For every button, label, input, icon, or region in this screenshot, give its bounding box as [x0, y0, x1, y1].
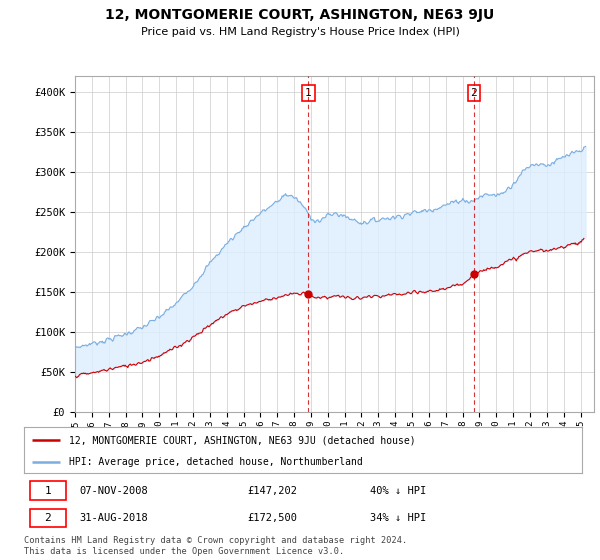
FancyBboxPatch shape [29, 481, 66, 500]
Text: Price paid vs. HM Land Registry's House Price Index (HPI): Price paid vs. HM Land Registry's House … [140, 27, 460, 37]
FancyBboxPatch shape [29, 508, 66, 527]
Text: HPI: Average price, detached house, Northumberland: HPI: Average price, detached house, Nort… [68, 457, 362, 466]
Text: 40% ↓ HPI: 40% ↓ HPI [370, 486, 426, 496]
Text: 31-AUG-2018: 31-AUG-2018 [80, 513, 149, 523]
Text: 2: 2 [470, 88, 477, 98]
Text: 12, MONTGOMERIE COURT, ASHINGTON, NE63 9JU (detached house): 12, MONTGOMERIE COURT, ASHINGTON, NE63 9… [68, 435, 415, 445]
Text: 07-NOV-2008: 07-NOV-2008 [80, 486, 149, 496]
Text: 34% ↓ HPI: 34% ↓ HPI [370, 513, 426, 523]
Text: £172,500: £172,500 [247, 513, 297, 523]
Text: 1: 1 [305, 88, 312, 98]
Text: 12, MONTGOMERIE COURT, ASHINGTON, NE63 9JU: 12, MONTGOMERIE COURT, ASHINGTON, NE63 9… [106, 8, 494, 22]
Text: Contains HM Land Registry data © Crown copyright and database right 2024.
This d: Contains HM Land Registry data © Crown c… [24, 536, 407, 556]
Text: £147,202: £147,202 [247, 486, 297, 496]
Text: 2: 2 [44, 513, 52, 523]
Text: 1: 1 [44, 486, 52, 496]
